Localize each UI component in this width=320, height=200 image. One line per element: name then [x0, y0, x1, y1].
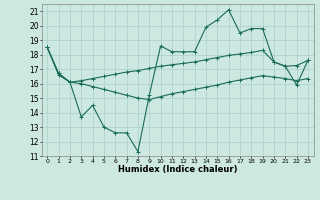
X-axis label: Humidex (Indice chaleur): Humidex (Indice chaleur): [118, 165, 237, 174]
